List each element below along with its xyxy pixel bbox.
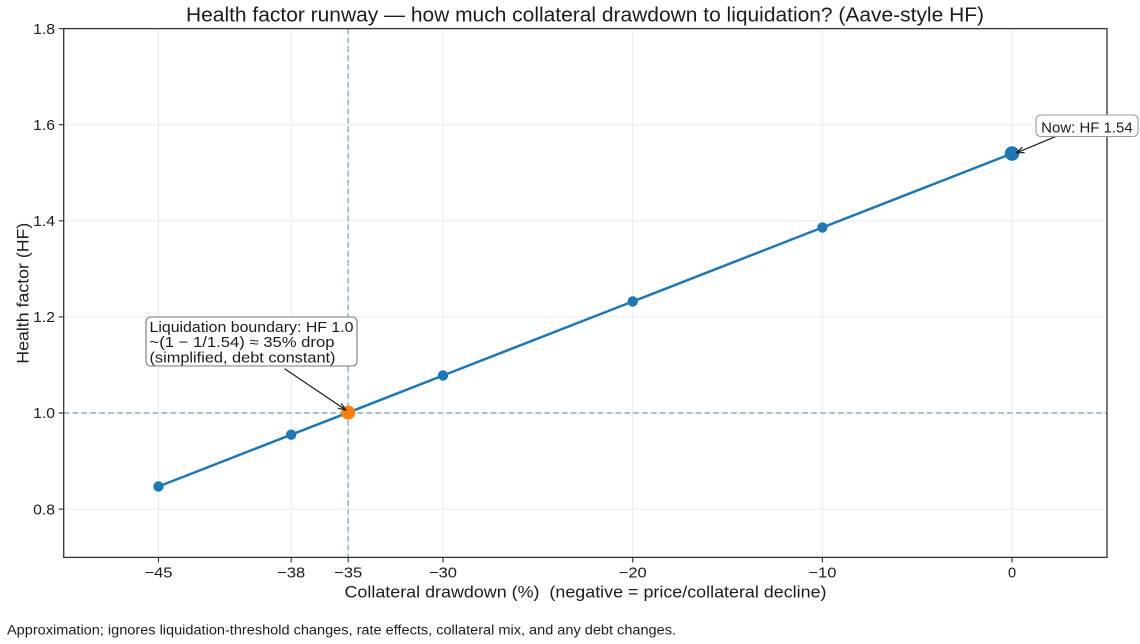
svg-text:Health factor runway — how muc: Health factor runway — how much collater… [186,4,984,26]
svg-text:−35: −35 [334,566,362,582]
svg-text:1.8: 1.8 [33,22,55,38]
svg-text:Now: HF 1.54: Now: HF 1.54 [1041,120,1133,136]
svg-text:Collateral drawdown (%) (nega: Collateral drawdown (%) (negative = pric… [345,582,827,601]
svg-text:1.2: 1.2 [33,310,55,326]
svg-text:−10: −10 [808,566,836,582]
svg-text:(simplified, debt constant): (simplified, debt constant) [150,350,336,366]
svg-text:Approximation; ignores liquida: Approximation; ignores liquidation-thres… [7,622,676,637]
svg-text:1.0: 1.0 [33,406,55,422]
svg-text:1.6: 1.6 [33,118,55,134]
svg-text:Liquidation boundary: HF 1.0: Liquidation boundary: HF 1.0 [150,320,354,336]
svg-text:−38: −38 [277,566,305,582]
svg-text:~(1 − 1/1.54) ≈ 35% drop: ~(1 − 1/1.54) ≈ 35% drop [150,335,335,351]
svg-text:−20: −20 [619,566,647,582]
svg-text:−45: −45 [145,566,173,582]
svg-text:−30: −30 [429,566,457,582]
svg-text:0.8: 0.8 [33,502,55,518]
svg-text:Health factor (HF): Health factor (HF) [14,223,33,364]
svg-text:0: 0 [1008,566,1016,582]
svg-text:1.4: 1.4 [33,214,55,230]
